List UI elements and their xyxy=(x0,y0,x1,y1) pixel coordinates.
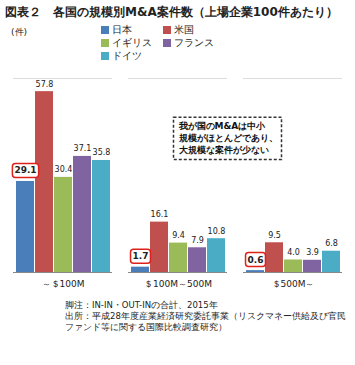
svg-text:4.0: 4.0 xyxy=(287,248,300,257)
svg-text:9.5: 9.5 xyxy=(268,231,281,240)
svg-text:57.8: 57.8 xyxy=(36,80,54,89)
svg-text:9.4: 9.4 xyxy=(172,231,185,240)
html-text:日本: 日本 xyxy=(112,24,132,35)
svg-text:37.1: 37.1 xyxy=(74,144,92,153)
svg-text:10.8: 10.8 xyxy=(208,227,226,236)
html-text:出所：平成28年度産業経済研究委託事業（リスクマネー供給及び: 出所：平成28年度産業経済研究委託事業（リスクマネー供給及び官民ファンド等に関す… xyxy=(65,311,346,332)
html-text:イギリス: イギリス xyxy=(112,37,152,48)
html-text:(件): (件) xyxy=(11,27,27,37)
svg-text:16.1: 16.1 xyxy=(151,210,169,219)
svg-text:3.9: 3.9 xyxy=(306,248,319,257)
html-text:ドイツ: ドイツ xyxy=(112,50,142,61)
svg-text:35.8: 35.8 xyxy=(93,148,111,157)
html-text:図表２ 各国の規模別M&A案件数（上場企業100件あたり）: 図表２ 各国の規模別M&A案件数（上場企業100件あたり） xyxy=(5,5,338,19)
svg-text:＄100M～500M: ＄100M～500M xyxy=(144,279,212,289)
html-text:脚注：IN-IN・OUT-INの合計、2015年: 脚注：IN-IN・OUT-INの合計、2015年 xyxy=(65,300,218,310)
html-text:フランス: フランス xyxy=(174,37,214,48)
svg-text:我が国のM&Aは中小規模がほとんどであり、大規模な案件が少な: 我が国のM&Aは中小規模がほとんどであり、大規模な案件が少ない xyxy=(178,121,278,155)
svg-text:6.8: 6.8 xyxy=(325,239,338,248)
html-text:米国: 米国 xyxy=(174,24,194,35)
svg-text:～＄100M: ～＄100M xyxy=(42,279,85,289)
svg-text:29.1: 29.1 xyxy=(14,165,36,175)
svg-text:＄500M～: ＄500M～ xyxy=(272,279,315,289)
svg-text:0.6: 0.6 xyxy=(248,255,264,265)
svg-text:1.7: 1.7 xyxy=(133,251,149,261)
svg-text:30.4: 30.4 xyxy=(55,165,73,174)
svg-text:7.9: 7.9 xyxy=(191,236,204,245)
